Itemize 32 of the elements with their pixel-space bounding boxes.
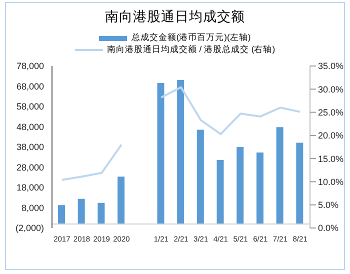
y-tick-label: 18,000 <box>16 182 44 193</box>
y2-tick-label: 5.0% <box>318 200 339 210</box>
y-tick-label: 38,000 <box>16 142 44 152</box>
y2-tick-label: 25.0% <box>318 107 344 118</box>
bar <box>236 147 244 224</box>
y2-tick-label: 30.0% <box>318 84 344 94</box>
y-tick-label: 28,000 <box>16 162 44 172</box>
bar <box>78 198 85 224</box>
y-tick-label: (2,000) <box>15 223 44 234</box>
legend-label: 南向港股通日均成交额 / 港股总成交 (右轴) <box>106 44 276 56</box>
bar <box>216 160 224 224</box>
y2-tick-label: 10.0% <box>318 176 344 187</box>
y-tick-label: 78,000 <box>16 61 44 72</box>
bar <box>58 205 65 224</box>
y2-tick-label: 35.0% <box>318 61 344 72</box>
bar <box>157 83 164 224</box>
bar <box>98 202 105 224</box>
chart-title: 南向港股通日均成交额 <box>104 8 246 26</box>
legend-label: 总成交金额(港币百万元)(左轴) <box>131 32 251 44</box>
bar <box>177 80 184 224</box>
bar <box>118 176 125 224</box>
y2-tick-label: 15.0% <box>318 154 344 164</box>
y-tick-label: 8,000 <box>21 202 44 213</box>
y2-tick-label: 0.0% <box>318 223 339 234</box>
y-tick-label: 58,000 <box>16 102 44 112</box>
y-tick-label: 48,000 <box>16 122 44 132</box>
y-tick-label: 68,000 <box>16 81 44 92</box>
bar <box>196 130 204 224</box>
bar <box>256 152 264 224</box>
bar <box>296 142 304 224</box>
y2-tick-label: 20.0% <box>318 130 344 141</box>
bar <box>276 127 284 224</box>
